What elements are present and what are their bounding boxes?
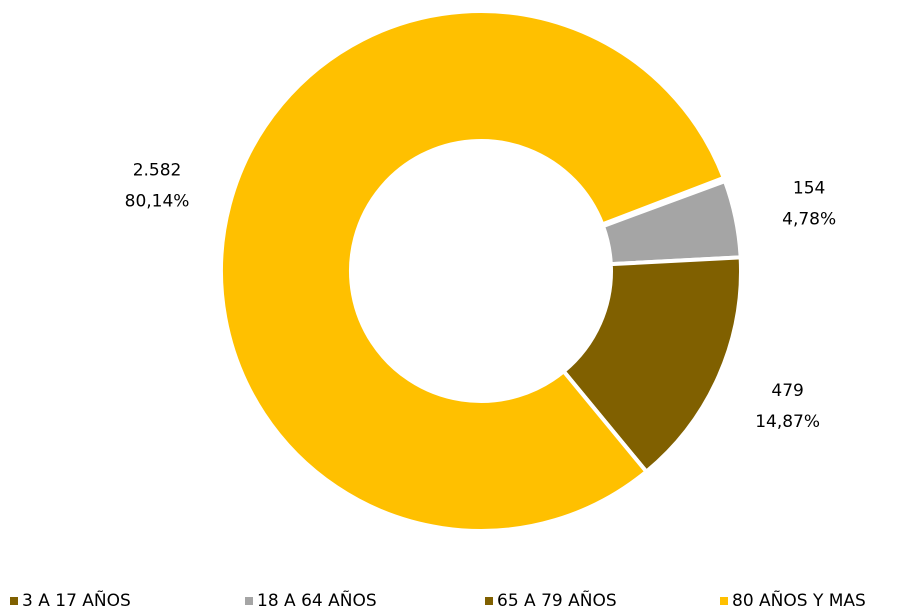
value-label: 2.582 bbox=[133, 161, 182, 181]
value-label: 154 bbox=[793, 179, 825, 199]
legend-label: 18 A 64 AÑOS bbox=[257, 589, 377, 610]
percentage-label: 4,78% bbox=[782, 210, 836, 230]
donut-slice bbox=[560, 255, 743, 475]
legend-marker bbox=[10, 597, 18, 605]
percentage-label: 14,87% bbox=[755, 412, 820, 432]
legend-label: 3 A 17 AÑOS bbox=[22, 589, 131, 610]
value-label: 479 bbox=[771, 381, 803, 401]
legend-marker bbox=[245, 597, 253, 605]
legend-label: 65 A 79 AÑOS bbox=[497, 589, 617, 610]
legend-marker bbox=[485, 597, 493, 605]
legend-marker bbox=[720, 597, 728, 605]
donut-slice bbox=[219, 9, 727, 533]
legend-label: 80 AÑOS Y MAS bbox=[732, 589, 866, 610]
percentage-label: 80,14% bbox=[125, 192, 190, 212]
